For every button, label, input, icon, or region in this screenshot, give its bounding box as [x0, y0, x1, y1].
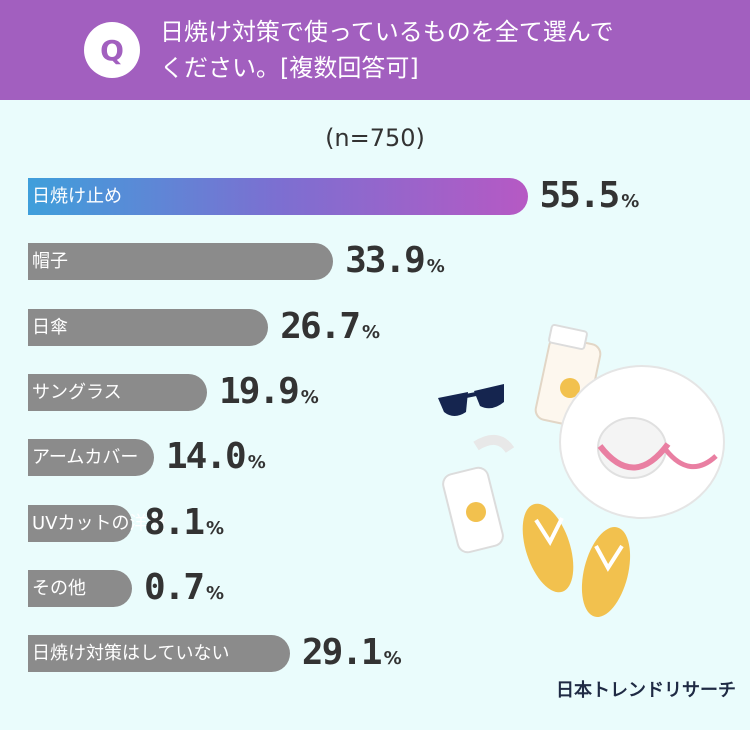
bar-value-unit-6: %	[206, 582, 225, 604]
bar-value-3: 19.9%	[219, 370, 319, 414]
bar-2	[28, 308, 269, 346]
bar-label-6: その他	[32, 577, 86, 599]
bar-label-3: サングラス	[32, 381, 122, 403]
sample-size: (n=750)	[325, 124, 425, 152]
question-line-2: ください。[複数回答可]	[160, 54, 419, 82]
bar-value-2: 26.7%	[280, 305, 380, 349]
question-text: 日焼け対策で使っているものを全て選んで ください。[複数回答可]	[160, 14, 720, 86]
bar-value-unit-4: %	[247, 452, 266, 474]
bar-value-unit-3: %	[300, 386, 319, 408]
bar-value-unit-2: %	[362, 321, 381, 343]
bar-value-5: 8.1%	[144, 501, 224, 545]
bar-value-number-2: 26.7	[280, 305, 361, 347]
bar-3	[28, 373, 208, 411]
bar-label-1: 帽子	[32, 251, 68, 273]
bar-label-0: 日焼け止め	[32, 186, 122, 207]
bar-5	[28, 504, 132, 542]
bar-value-0: 55.5%	[540, 174, 640, 218]
bar-label-4: アームカバー	[32, 447, 139, 469]
sunscreen-bottle-icon	[442, 435, 515, 554]
bar-value-number-4: 14.0	[166, 436, 247, 478]
bar-value-number-5: 8.1	[144, 501, 205, 543]
bar-label-7: 日焼け対策はしていない	[32, 643, 230, 665]
summer-items-illustration	[438, 324, 725, 617]
bar-4	[28, 439, 154, 477]
bar-value-unit-0: %	[621, 191, 640, 212]
question-line-1: 日焼け対策で使っているものを全て選んで	[160, 18, 614, 46]
bar-1	[28, 243, 334, 281]
sun-hat-icon	[559, 365, 725, 519]
bar-7	[28, 635, 290, 673]
bar-value-number-1: 33.9	[345, 240, 426, 282]
bar-value-unit-5: %	[206, 517, 225, 539]
bar-6	[28, 569, 132, 607]
bar-0	[28, 178, 528, 215]
bar-value-1: 33.9%	[345, 239, 445, 283]
sunglasses-icon	[438, 384, 504, 416]
bar-value-unit-7: %	[383, 648, 402, 670]
bar-value-unit-1: %	[426, 256, 445, 278]
flip-flops-icon	[522, 503, 631, 617]
bar-value-6: 0.7%	[144, 566, 224, 610]
bar-value-7: 29.1%	[302, 631, 402, 675]
bar-value-number-7: 29.1	[301, 632, 383, 674]
bar-label-2: 日傘	[32, 316, 68, 338]
bar-value-4: 14.0%	[166, 435, 266, 479]
bar-value-number-6: 0.7	[144, 566, 205, 608]
q-badge: Q	[84, 22, 140, 78]
bar-value-number-3: 19.9	[219, 370, 300, 412]
bar-value-number-0: 55.5	[539, 175, 621, 216]
brand-logo: 日本トレンドリサーチ	[556, 680, 736, 701]
bar-label-5: UVカットの洋服	[32, 512, 166, 534]
question-header: Q 日焼け対策で使っているものを全て選んで ください。[複数回答可]	[0, 0, 750, 100]
